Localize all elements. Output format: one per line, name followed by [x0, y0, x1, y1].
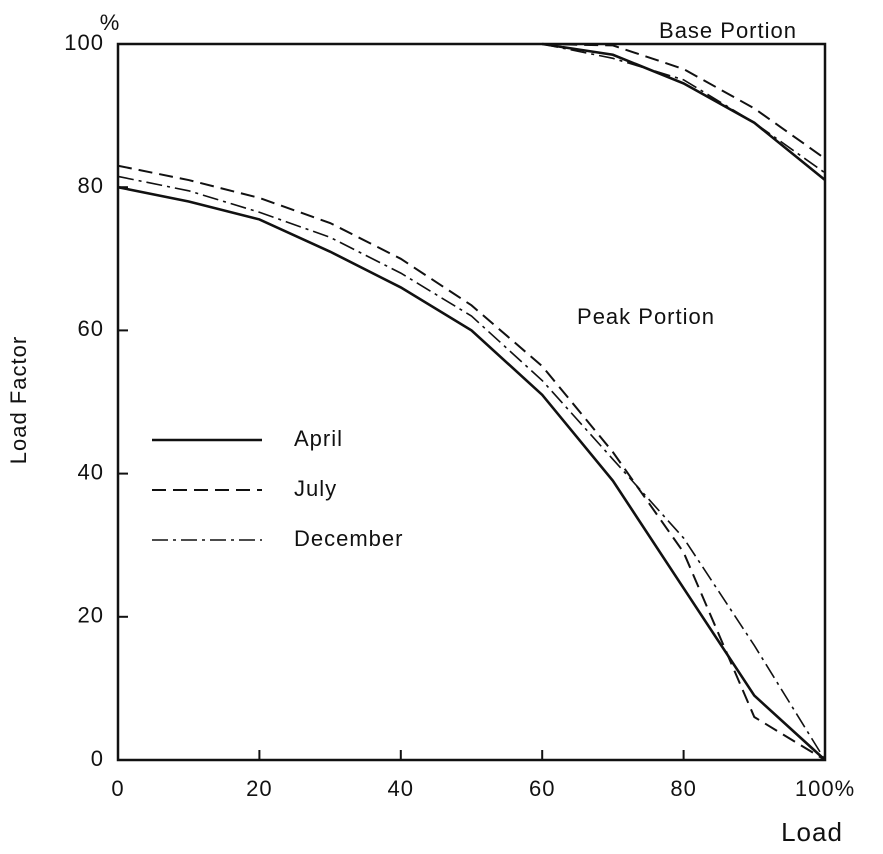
y-tick-label: 100	[64, 30, 104, 55]
base-line	[542, 43, 826, 174]
x-tick-label: 100%	[795, 776, 855, 801]
legend-label: July	[294, 476, 337, 501]
y-tick-label: 0	[91, 746, 104, 771]
x-tick-label: 60	[529, 776, 555, 801]
peak-line	[117, 175, 826, 761]
peak-line	[117, 185, 826, 761]
annotation: Peak Portion	[577, 304, 715, 329]
x-tick-label: 20	[246, 776, 272, 801]
y-tick-label: 40	[78, 459, 104, 484]
plot-frame	[116, 42, 827, 762]
y-axis-label: Load Factor	[6, 336, 31, 464]
base-line	[542, 43, 826, 160]
peak-line	[117, 164, 826, 761]
annotation: Base Portion	[659, 18, 797, 43]
base-line	[542, 42, 826, 182]
x-tick-label: 40	[388, 776, 414, 801]
x-tick-label: 80	[670, 776, 696, 801]
legend-label: December	[294, 526, 403, 551]
y-tick-label: 60	[78, 316, 104, 341]
x-tick-label: 0	[111, 776, 124, 801]
x-axis-label: Load	[781, 817, 843, 847]
y-unit: %	[100, 10, 121, 35]
y-tick-label: 80	[78, 173, 104, 198]
legend-label: April	[294, 426, 343, 451]
y-tick-label: 20	[78, 603, 104, 628]
